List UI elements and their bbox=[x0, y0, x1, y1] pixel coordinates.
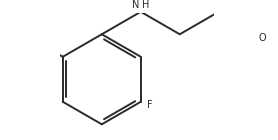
Text: F: F bbox=[147, 100, 152, 110]
Text: N: N bbox=[132, 0, 139, 10]
Text: H: H bbox=[142, 0, 150, 10]
Text: O: O bbox=[259, 33, 266, 43]
